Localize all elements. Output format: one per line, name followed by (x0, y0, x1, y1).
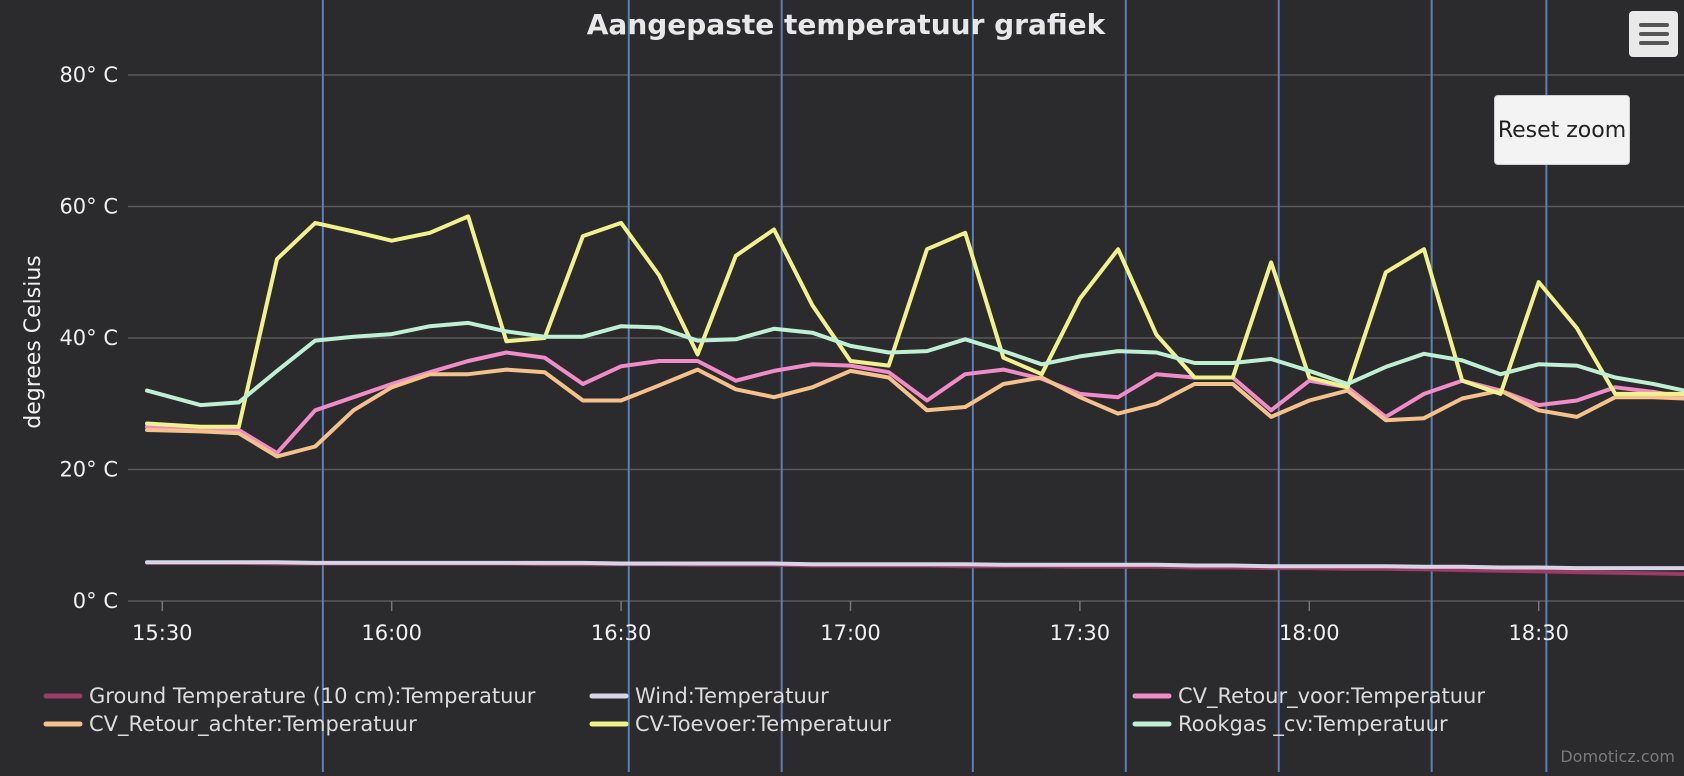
credit-link[interactable]: Domoticz.com (1560, 747, 1675, 766)
legend[interactable]: Ground Temperature (10 cm):Temperatuur Wi… (43, 684, 1485, 737)
chart-menu-button[interactable] (1629, 11, 1678, 57)
y-axis-ticks: 0° C 20° C 40° C 60° C 80° C (59, 63, 118, 613)
hamburger-menu-icon (1638, 23, 1669, 27)
y-tick-label: 60° C (59, 195, 118, 219)
legend-item[interactable]: Ground Temperature (10 cm):Temperatuur (43, 684, 536, 708)
x-tick-label: 17:30 (1050, 621, 1111, 645)
y-axis-label: degrees Celsius (21, 255, 46, 429)
x-tick-label: 15:30 (132, 621, 193, 645)
legend-item[interactable]: Wind:Temperatuur (589, 684, 829, 708)
legend-item[interactable]: CV_Retour_achter:Temperatuur (43, 712, 417, 737)
x-tick-label: 17:00 (820, 621, 881, 645)
y-tick-label: 20° C (59, 458, 118, 482)
x-tick-label: 16:30 (591, 621, 652, 645)
hamburger-menu-icon-bar (1638, 41, 1669, 45)
legend-label: CV-Toevoer:Temperatuur (635, 712, 891, 736)
hamburger-menu-icon-bar (1638, 32, 1669, 36)
x-axis-ticks: 15:30 16:00 16:30 17:00 17:30 18:00 18:30 (132, 601, 1569, 645)
series-line[interactable] (145, 350, 1684, 456)
chart-title: Aangepaste temperatuur grafiek (587, 8, 1107, 41)
series-lines[interactable] (145, 214, 1684, 576)
series-line[interactable] (145, 560, 1684, 571)
legend-item[interactable]: CV_Retour_voor:Temperatuur (1132, 684, 1485, 709)
series-line[interactable] (145, 367, 1684, 459)
legend-label: Ground Temperature (10 cm):Temperatuur (89, 684, 536, 708)
series-line[interactable] (145, 320, 1684, 408)
legend-label: CV_Retour_achter:Temperatuur (89, 712, 417, 737)
series-line[interactable] (145, 214, 1684, 429)
grid-lines (128, 74, 1684, 602)
y-tick-label: 0° C (73, 589, 118, 613)
legend-label: Rookgas _cv:Temperatuur (1178, 712, 1448, 737)
legend-item[interactable]: Rookgas _cv:Temperatuur (1132, 712, 1448, 737)
y-tick-label: 40° C (59, 326, 118, 350)
legend-item[interactable]: CV-Toevoer:Temperatuur (589, 712, 891, 736)
legend-label: Wind:Temperatuur (635, 684, 829, 708)
x-tick-label: 16:00 (361, 621, 422, 645)
x-tick-label: 18:00 (1279, 621, 1340, 645)
y-tick-label: 80° C (59, 63, 118, 87)
legend-label: CV_Retour_voor:Temperatuur (1178, 684, 1485, 709)
x-tick-label: 18:30 (1508, 621, 1569, 645)
vertical-markers (321, 0, 1548, 772)
reset-zoom-button[interactable]: Reset zoom (1494, 95, 1630, 165)
